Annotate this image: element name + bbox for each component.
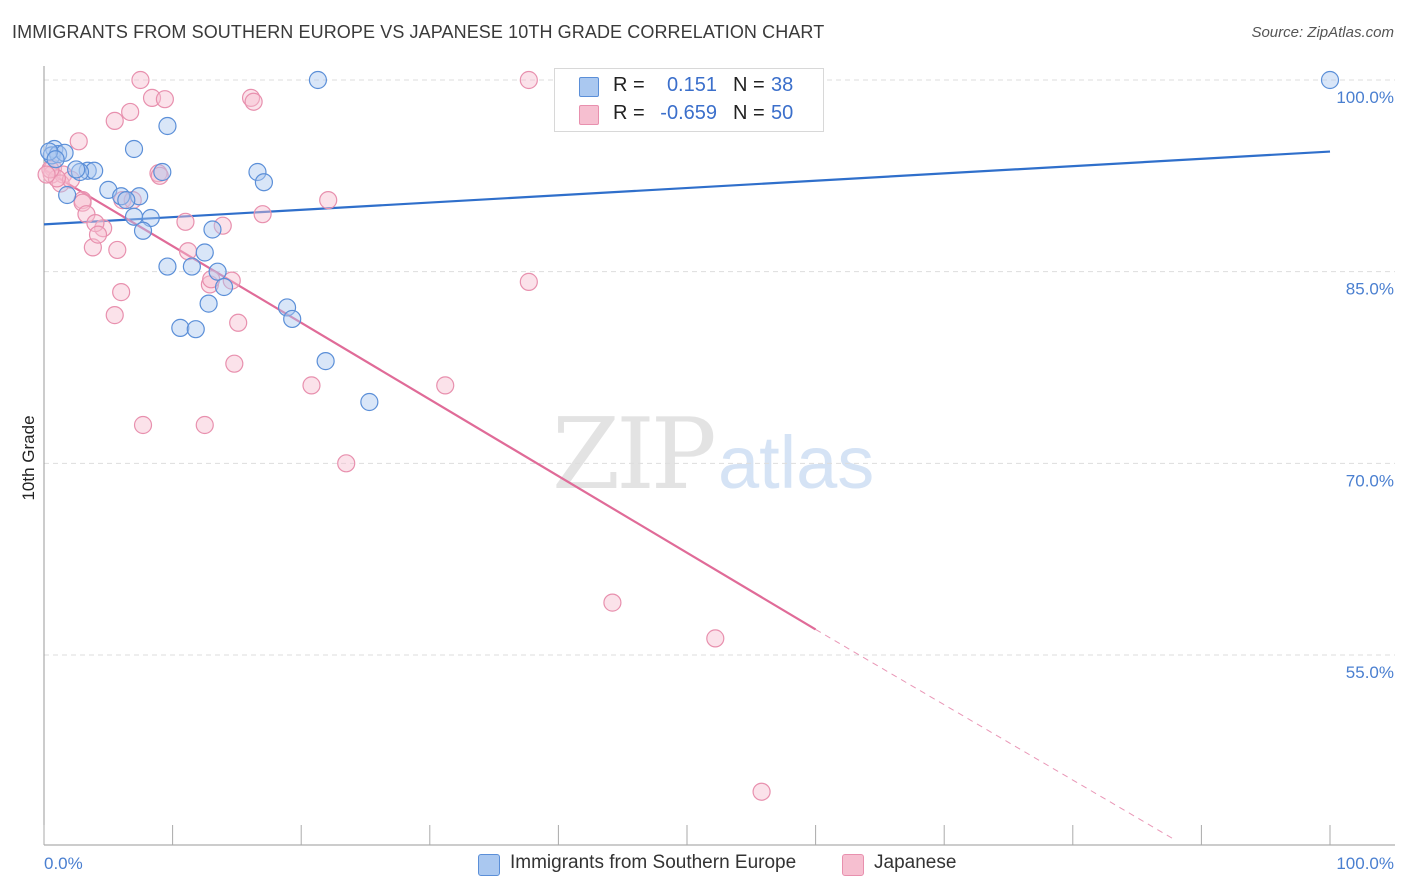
point-japanese bbox=[752, 782, 771, 801]
point-japanese bbox=[105, 306, 124, 325]
point-southern-europe bbox=[46, 150, 65, 169]
point-japanese bbox=[519, 272, 538, 291]
point-japanese bbox=[706, 629, 725, 648]
point-japanese bbox=[73, 193, 92, 212]
point-southern-europe bbox=[254, 173, 274, 192]
point-japanese bbox=[112, 283, 131, 302]
legend-r-value-blue: 0.151 bbox=[666, 74, 717, 96]
point-japanese bbox=[133, 415, 153, 435]
legend-swatch-blue bbox=[579, 77, 599, 97]
legend-n-value-blue: 38 bbox=[771, 74, 794, 96]
point-japanese bbox=[131, 70, 150, 90]
watermark-zip: ZIP bbox=[552, 398, 717, 512]
point-japanese bbox=[229, 313, 248, 332]
point-southern-europe bbox=[195, 243, 214, 262]
point-japanese bbox=[178, 242, 198, 261]
bottom-legend-label-blue: Immigrants from Southern Europe bbox=[510, 852, 797, 873]
point-southern-europe bbox=[55, 143, 74, 162]
point-southern-europe bbox=[199, 294, 218, 313]
point-southern-europe bbox=[158, 257, 177, 276]
y-axis-label: 10th Grade bbox=[19, 415, 38, 500]
y-tick-label: 55.0% bbox=[1346, 663, 1394, 682]
trendline-pink-extension bbox=[815, 629, 1176, 841]
point-japanese bbox=[69, 132, 88, 151]
legend-r-label: R = bbox=[613, 102, 645, 124]
grid-lines bbox=[44, 79, 1395, 656]
legend-n-value-pink: 50 bbox=[771, 102, 794, 124]
point-japanese bbox=[105, 111, 124, 130]
point-japanese bbox=[225, 354, 244, 373]
point-japanese bbox=[337, 454, 356, 473]
x-tick-label: 100.0% bbox=[1336, 854, 1394, 873]
point-japanese bbox=[121, 102, 140, 122]
y-tick-label: 70.0% bbox=[1346, 471, 1394, 490]
point-southern-europe bbox=[1320, 70, 1340, 90]
point-southern-europe bbox=[158, 116, 177, 136]
point-japanese bbox=[47, 169, 66, 188]
point-southern-europe bbox=[283, 309, 302, 329]
point-japanese bbox=[155, 90, 174, 109]
point-southern-europe bbox=[171, 318, 190, 337]
legend-r-value-pink: -0.659 bbox=[660, 102, 717, 124]
point-japanese bbox=[37, 165, 56, 184]
point-southern-europe bbox=[214, 277, 234, 297]
axes bbox=[43, 66, 1395, 846]
point-japanese bbox=[519, 70, 538, 90]
point-southern-europe bbox=[85, 161, 104, 180]
point-japanese bbox=[603, 593, 622, 612]
point-southern-europe bbox=[248, 162, 267, 182]
axis-labels: 55.0% 70.0% 85.0% 100.0% 0.0% 100.0% 10th Grad… bbox=[19, 88, 1394, 873]
point-southern-europe bbox=[203, 220, 222, 239]
point-southern-europe bbox=[58, 185, 77, 205]
point-japanese bbox=[244, 92, 263, 111]
data-points bbox=[37, 70, 1340, 801]
point-japanese bbox=[195, 415, 214, 435]
point-southern-europe bbox=[182, 257, 201, 276]
point-southern-europe bbox=[316, 352, 335, 371]
point-southern-europe bbox=[208, 262, 227, 281]
point-japanese bbox=[176, 212, 195, 231]
source-label: Source: ZipAtlas.com bbox=[1251, 24, 1394, 41]
legend-row-blue: R = 0.151 N = 38 bbox=[555, 72, 823, 100]
point-japanese bbox=[213, 216, 232, 235]
point-japanese bbox=[319, 191, 338, 210]
watermark-atlas: atlas bbox=[718, 421, 875, 504]
trendline-pink bbox=[43, 168, 817, 631]
point-japanese bbox=[302, 376, 321, 395]
trendline-blue bbox=[43, 150, 1331, 226]
point-southern-europe bbox=[277, 298, 297, 317]
point-japanese bbox=[86, 214, 105, 233]
y-tick-label: 85.0% bbox=[1346, 280, 1394, 299]
point-southern-europe bbox=[153, 162, 172, 182]
y-tick-label: 100.0% bbox=[1336, 88, 1394, 107]
point-southern-europe bbox=[308, 70, 328, 90]
chart-title: IMMIGRANTS FROM SOUTHERN EUROPE VS JAPAN… bbox=[12, 22, 825, 42]
x-tick-label: 0.0% bbox=[44, 854, 83, 873]
legend-n-label: N = bbox=[733, 74, 765, 96]
point-japanese bbox=[253, 205, 272, 224]
legend-row-pink: R = -0.659 N = 50 bbox=[555, 100, 823, 128]
legend-swatch-pink bbox=[579, 105, 599, 125]
trendlines bbox=[43, 150, 1331, 841]
point-southern-europe bbox=[186, 320, 205, 339]
point-southern-europe bbox=[133, 221, 153, 240]
point-southern-europe bbox=[360, 392, 379, 412]
point-japanese bbox=[108, 240, 127, 260]
point-japanese bbox=[88, 225, 108, 244]
bottom-swatch-pink bbox=[842, 854, 864, 876]
point-japanese bbox=[142, 88, 162, 107]
point-southern-europe bbox=[124, 139, 144, 159]
legend-n-label: N = bbox=[733, 102, 765, 124]
point-japanese bbox=[436, 376, 455, 395]
bottom-legend-label-pink: Japanese bbox=[874, 852, 957, 873]
point-southern-europe bbox=[78, 161, 97, 180]
point-southern-europe bbox=[117, 191, 136, 210]
legend-r-label: R = bbox=[613, 74, 645, 96]
point-southern-europe bbox=[67, 160, 86, 179]
bottom-swatch-blue bbox=[478, 854, 500, 876]
correlation-legend: R = 0.151 N = 38 R = -0.659 N = 50 bbox=[554, 68, 824, 132]
